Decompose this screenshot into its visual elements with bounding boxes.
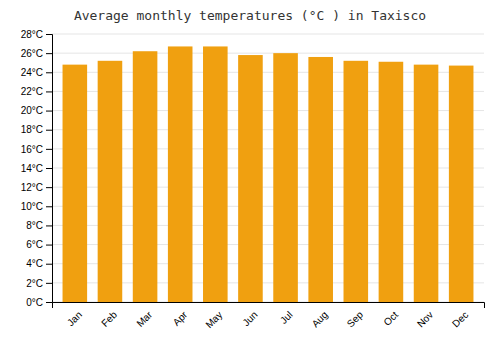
bar <box>168 46 193 302</box>
y-tick: 2°C <box>26 278 52 289</box>
bar <box>379 62 404 302</box>
x-tick: Jun <box>240 309 259 328</box>
y-tick: 10°C <box>21 201 52 212</box>
y-tick: 24°C <box>21 67 52 78</box>
y-tick-label: 16°C <box>21 144 43 155</box>
y-tick-label: 24°C <box>21 67 43 78</box>
y-tick: 16°C <box>21 144 52 155</box>
y-tick-label: 20°C <box>21 105 43 116</box>
y-tick-label: 22°C <box>21 86 43 97</box>
y-tick: 12°C <box>21 182 52 193</box>
y-tick: 20°C <box>21 105 52 116</box>
x-tick-label: Dec <box>450 309 470 329</box>
y-tick-label: 12°C <box>21 182 43 193</box>
plot: 0°C 2°C 4°C 6°C 8°C 10°C 12°C 14°C 16°C 18°C 20°C 2… <box>21 29 485 331</box>
y-axis-line <box>46 35 53 303</box>
bar <box>414 65 439 302</box>
x-tick-label: Nov <box>415 309 435 329</box>
y-tick-label: 28°C <box>21 29 43 40</box>
x-tick: Sep <box>345 309 366 330</box>
bar <box>308 57 333 302</box>
y-tick: 14°C <box>21 163 52 174</box>
x-tick-label: May <box>203 309 224 330</box>
x-tick-label: Aug <box>310 309 330 329</box>
y-tick-mark <box>46 53 52 54</box>
chart: 0°C 2°C 4°C 6°C 8°C 10°C 12°C 14°C 16°C 18°C 20°C 2… <box>0 0 500 350</box>
x-tick-label: Sep <box>345 309 366 330</box>
bars <box>63 46 474 302</box>
x-tick-label: Oct <box>381 309 400 328</box>
bar <box>449 66 474 302</box>
x-tick-label: Feb <box>99 309 119 329</box>
y-tick-mark <box>46 111 52 112</box>
x-tick: Oct <box>381 309 400 328</box>
y-tick-mark <box>46 283 52 284</box>
x-tick-label: Jan <box>65 309 84 328</box>
x-tick: Jan <box>65 309 84 328</box>
y-tick-label: 4°C <box>26 258 43 269</box>
y-tick: 28°C <box>21 29 52 40</box>
y-tick-label: 18°C <box>21 124 43 135</box>
x-tick: Aug <box>310 309 330 329</box>
y-tick-mark <box>46 245 52 246</box>
grid <box>52 34 484 302</box>
y-tick: 22°C <box>21 86 52 97</box>
bar <box>203 46 228 302</box>
y-tick: 0°C <box>26 297 52 308</box>
x-axis-line <box>53 303 485 309</box>
y-tick-mark <box>46 168 52 169</box>
y-tick: 8°C <box>26 220 52 231</box>
y-tick-label: 0°C <box>26 297 43 308</box>
y-tick-label: 10°C <box>21 201 43 212</box>
y-tick-mark <box>46 130 52 131</box>
x-tick: Mar <box>134 309 154 329</box>
grid-line <box>52 34 484 35</box>
bar <box>133 51 158 302</box>
bar <box>273 53 298 302</box>
x-tick-label: Mar <box>134 309 154 329</box>
y-tick-mark <box>46 149 52 150</box>
y-tick-mark <box>46 91 52 92</box>
x-tick-label: Jul <box>278 309 295 326</box>
y-tick-label: 2°C <box>26 278 43 289</box>
bar <box>63 65 88 302</box>
x-tick-label: Apr <box>171 309 190 328</box>
y-tick-mark <box>46 72 52 73</box>
y-tick: 4°C <box>26 258 52 269</box>
y-tick-mark <box>46 34 52 35</box>
y-tick-label: 26°C <box>21 48 43 59</box>
y-tick-label: 6°C <box>26 239 43 250</box>
y-tick-mark <box>46 264 52 265</box>
y-tick-label: 8°C <box>26 220 43 231</box>
y-tick: 18°C <box>21 124 52 135</box>
bar <box>238 55 263 302</box>
bar <box>344 61 369 302</box>
y-tick: 26°C <box>21 48 52 59</box>
x-tick-label: Jun <box>240 309 259 328</box>
y-tick-mark <box>46 302 52 303</box>
x-tick: May <box>203 309 224 330</box>
x-tick: Apr <box>171 309 190 328</box>
y-tick-mark <box>46 206 52 207</box>
y-tick: 6°C <box>26 239 52 250</box>
x-tick: Nov <box>415 309 435 329</box>
grid-line <box>52 53 484 54</box>
bar <box>98 61 123 302</box>
y-tick-label: 14°C <box>21 163 43 174</box>
y-axis: 0°C 2°C 4°C 6°C 8°C 10°C 12°C 14°C 16°C 18°C 20°C 2… <box>21 29 53 308</box>
title: Average monthly temperatures (°C ) in Ta… <box>74 8 426 23</box>
x-tick: Dec <box>450 309 470 329</box>
y-tick-mark <box>46 187 52 188</box>
x-axis: Jan Feb Mar Apr May Jun Jul Aug Sep Oct Nov Dec <box>53 303 485 331</box>
x-tick: Jul <box>278 309 295 326</box>
y-tick-mark <box>46 225 52 226</box>
x-tick: Feb <box>99 309 119 329</box>
